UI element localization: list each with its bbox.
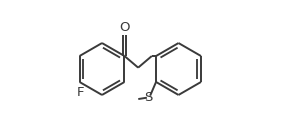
Text: O: O — [119, 21, 130, 34]
Text: F: F — [77, 86, 84, 99]
Text: S: S — [144, 91, 153, 104]
